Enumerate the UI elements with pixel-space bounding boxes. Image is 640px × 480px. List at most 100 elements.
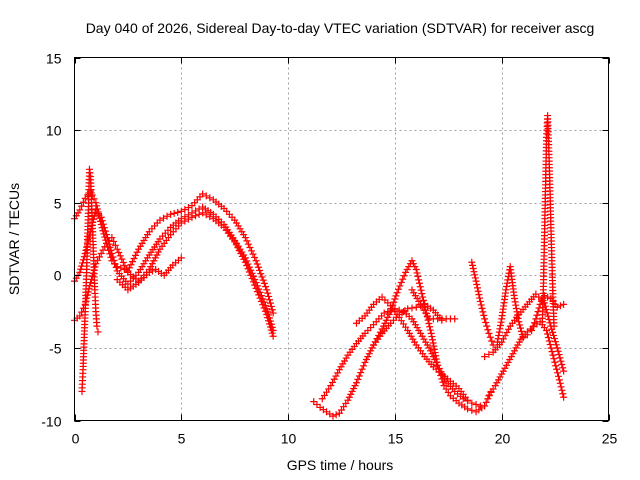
data-point	[109, 253, 117, 261]
data-point	[267, 326, 275, 334]
data-point	[419, 293, 427, 301]
data-point	[116, 252, 124, 260]
data-point	[181, 205, 189, 213]
data-point	[332, 411, 340, 419]
data-point	[177, 207, 185, 215]
y-tick-label: 5	[54, 196, 62, 212]
data-point	[257, 297, 265, 305]
data-point	[503, 329, 511, 337]
data-point	[486, 333, 494, 341]
series-track-j	[481, 290, 568, 375]
data-point	[514, 314, 522, 322]
data-point	[163, 212, 171, 220]
data-point	[476, 297, 484, 305]
data-point	[266, 323, 274, 331]
data-point	[481, 315, 489, 323]
data-point	[481, 353, 489, 361]
data-point	[255, 291, 263, 299]
data-point	[550, 355, 558, 363]
data-point	[553, 365, 561, 373]
data-point	[101, 227, 109, 235]
data-point	[555, 351, 563, 359]
data-point	[103, 231, 111, 239]
data-point	[256, 266, 264, 274]
series-track-k	[485, 318, 568, 401]
data-point	[479, 308, 487, 316]
data-point	[360, 362, 368, 370]
data-point	[145, 268, 153, 276]
data-point	[199, 209, 207, 217]
data-point	[390, 298, 398, 306]
data-point	[262, 283, 270, 291]
data-point	[502, 286, 510, 294]
series-track-l	[408, 286, 459, 323]
data-point	[393, 289, 401, 297]
y-tick-label: -10	[41, 414, 61, 430]
data-point	[110, 237, 118, 245]
data-point	[552, 341, 560, 349]
series-track-i	[468, 258, 568, 349]
data-point	[259, 301, 267, 309]
data-point	[263, 311, 271, 319]
data-point	[548, 348, 556, 356]
data-point	[399, 275, 407, 283]
series-track-f	[318, 305, 484, 410]
x-tick-label: 25	[602, 431, 618, 447]
data-point	[132, 251, 140, 259]
data-point	[552, 362, 560, 370]
data-point	[464, 396, 472, 404]
data-point	[468, 258, 476, 266]
data-point	[261, 307, 269, 315]
data-point	[556, 379, 564, 387]
data-point	[265, 296, 273, 304]
data-point	[160, 214, 167, 222]
data-point	[473, 284, 481, 292]
data-point	[439, 378, 447, 386]
data-point	[267, 302, 275, 310]
data-point	[478, 304, 486, 312]
data-point	[253, 288, 261, 296]
data-point	[464, 405, 472, 413]
series-track-d	[113, 254, 185, 294]
x-tick-label: 15	[388, 431, 404, 447]
data-point	[559, 364, 567, 372]
x-tick-label: 5	[178, 431, 186, 447]
data-point	[133, 248, 141, 256]
data-point	[560, 300, 568, 308]
data-point	[125, 264, 133, 272]
data-point	[480, 311, 488, 319]
data-point	[358, 365, 366, 373]
series-spike-early	[78, 165, 102, 395]
data-point	[503, 279, 511, 287]
data-point	[392, 292, 400, 300]
data-point	[148, 267, 156, 275]
data-point	[97, 250, 105, 258]
data-point	[334, 369, 342, 377]
data-point	[384, 308, 392, 316]
data-point	[206, 213, 214, 221]
data-point	[545, 337, 553, 345]
data-point	[496, 325, 504, 333]
data-point	[528, 326, 536, 334]
data-point	[415, 279, 423, 287]
data-point	[471, 274, 479, 282]
data-point	[76, 206, 84, 214]
data-point	[111, 260, 119, 268]
data-point	[260, 279, 268, 287]
data-point	[496, 321, 504, 329]
data-point	[430, 345, 438, 353]
data-point	[184, 204, 192, 212]
x-axis-label: GPS time / hours	[287, 457, 394, 473]
data-point	[192, 212, 200, 220]
data-point	[260, 304, 268, 312]
data-point	[181, 217, 189, 225]
data-point	[391, 295, 399, 303]
data-point	[199, 190, 207, 198]
data-point	[485, 350, 493, 358]
data-point	[482, 318, 490, 326]
data-point	[241, 258, 249, 266]
data-point	[92, 206, 100, 214]
data-point	[497, 318, 505, 326]
data-point	[128, 258, 136, 266]
data-point	[426, 326, 434, 334]
